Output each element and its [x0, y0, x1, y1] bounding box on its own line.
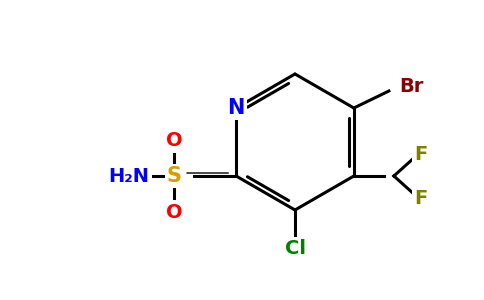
Text: S: S: [166, 166, 182, 186]
Text: Cl: Cl: [285, 238, 305, 257]
Text: F: F: [414, 145, 427, 164]
Text: N: N: [227, 98, 245, 118]
Text: Br: Br: [399, 76, 424, 95]
Text: F: F: [414, 188, 427, 208]
Text: O: O: [166, 130, 182, 149]
Text: O: O: [166, 202, 182, 221]
Text: H₂N: H₂N: [108, 167, 150, 185]
